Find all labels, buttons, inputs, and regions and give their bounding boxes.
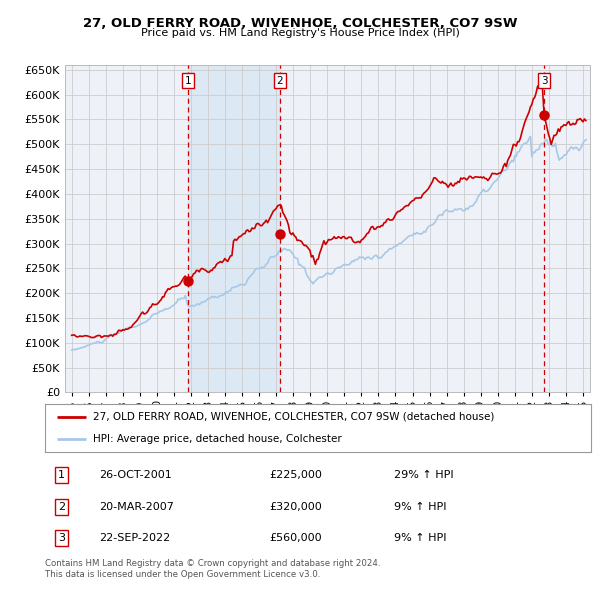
Text: 20-MAR-2007: 20-MAR-2007 [100, 502, 175, 512]
Text: 1: 1 [185, 76, 191, 86]
Text: 22-SEP-2022: 22-SEP-2022 [100, 533, 171, 543]
Text: 2: 2 [58, 502, 65, 512]
Text: Contains HM Land Registry data © Crown copyright and database right 2024.: Contains HM Land Registry data © Crown c… [45, 559, 380, 568]
Text: 29% ↑ HPI: 29% ↑ HPI [394, 470, 454, 480]
Text: £225,000: £225,000 [269, 470, 322, 480]
Text: 3: 3 [58, 533, 65, 543]
Text: 2: 2 [277, 76, 283, 86]
Text: HPI: Average price, detached house, Colchester: HPI: Average price, detached house, Colc… [93, 434, 342, 444]
Bar [188, 65, 280, 392]
Text: 9% ↑ HPI: 9% ↑ HPI [394, 533, 447, 543]
Text: 27, OLD FERRY ROAD, WIVENHOE, COLCHESTER, CO7 9SW: 27, OLD FERRY ROAD, WIVENHOE, COLCHESTER… [83, 17, 517, 30]
Text: 1: 1 [58, 470, 65, 480]
Text: 27, OLD FERRY ROAD, WIVENHOE, COLCHESTER, CO7 9SW (detached house): 27, OLD FERRY ROAD, WIVENHOE, COLCHESTER… [93, 412, 494, 422]
Text: Price paid vs. HM Land Registry's House Price Index (HPI): Price paid vs. HM Land Registry's House … [140, 28, 460, 38]
Text: This data is licensed under the Open Government Licence v3.0.: This data is licensed under the Open Gov… [45, 570, 320, 579]
Text: £560,000: £560,000 [269, 533, 322, 543]
Text: 26-OCT-2001: 26-OCT-2001 [100, 470, 172, 480]
Text: 3: 3 [541, 76, 547, 86]
Text: 9% ↑ HPI: 9% ↑ HPI [394, 502, 447, 512]
Text: £320,000: £320,000 [269, 502, 322, 512]
